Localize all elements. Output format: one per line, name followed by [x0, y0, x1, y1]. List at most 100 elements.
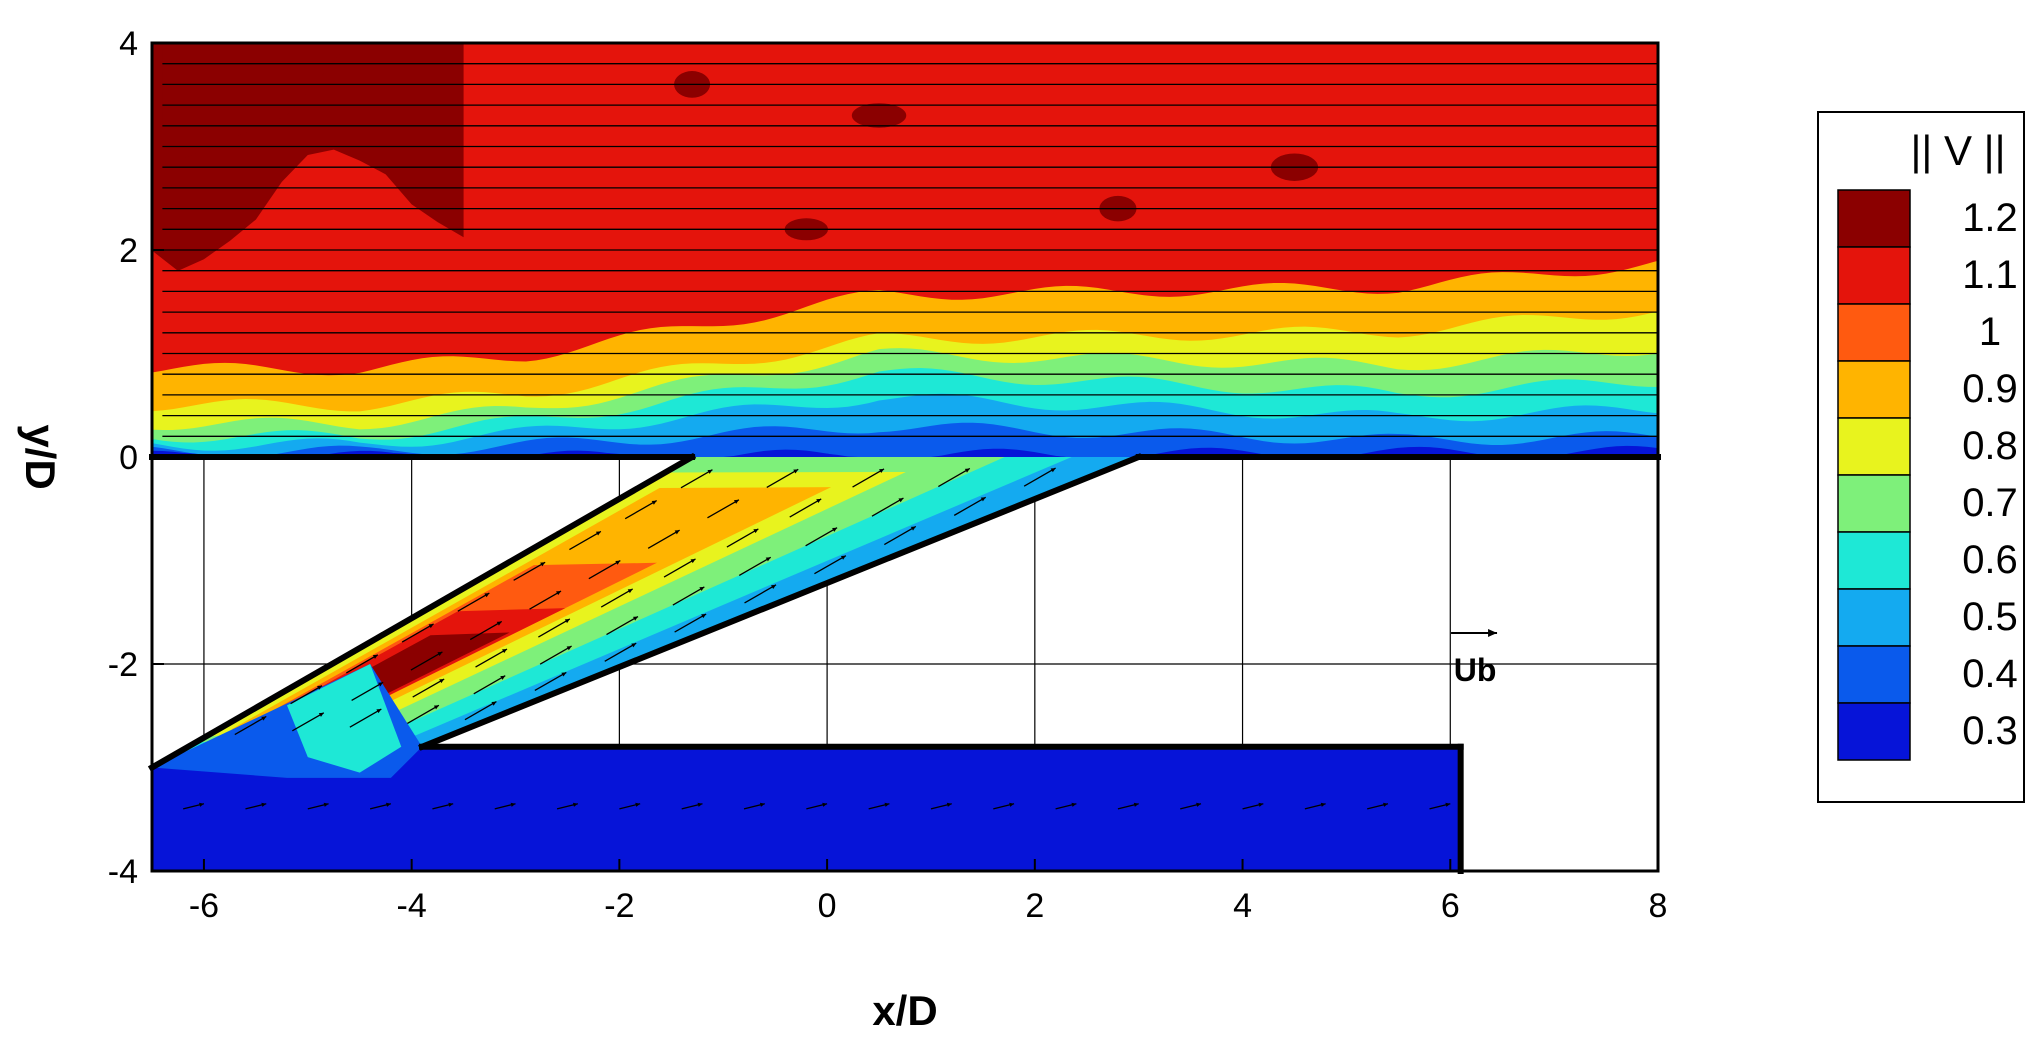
- vector-plenum-head: [759, 802, 765, 807]
- colorbar-legend: || V || 1.2 1.1 1 0.9 0.8 0.7 0.6 0.5 0.4 0.3: [1817, 111, 2025, 803]
- vector-hole-head: [631, 643, 637, 648]
- vector-plenum-head: [1445, 802, 1451, 807]
- colorbar-swatch: [1837, 588, 1911, 647]
- vector-hole-head: [500, 675, 506, 680]
- vector-hole: [529, 590, 562, 610]
- x-tick-label: -2: [604, 887, 634, 925]
- vector-hole: [457, 592, 490, 612]
- vector-hole-head: [318, 712, 324, 717]
- vector-hole-head: [433, 705, 439, 710]
- vector-plenum-head: [323, 802, 329, 807]
- vector-hole: [1023, 467, 1056, 487]
- vector-row-head: [1700, 289, 1705, 293]
- vector-plenum-head: [261, 802, 267, 807]
- vector-hole-head: [793, 469, 799, 474]
- field-band: [152, 422, 1658, 457]
- vector-hole: [680, 469, 713, 489]
- vector-plenum-head: [697, 802, 703, 807]
- vector-hole-head: [627, 588, 633, 594]
- y-tick-label: -4: [108, 853, 138, 891]
- vector-hole-head: [561, 672, 567, 677]
- vector-hole: [600, 588, 634, 608]
- vector-hole: [738, 556, 772, 576]
- x-axis-ticks: -6 -4 -2 0 2 4 6 8: [189, 859, 1668, 925]
- vector-plenum-head: [635, 802, 641, 807]
- vector-hole: [234, 715, 267, 736]
- vector-hole-head: [491, 701, 497, 706]
- vector-hole: [401, 623, 434, 643]
- vector-plenum-head: [572, 802, 578, 807]
- vector-hole-head: [566, 646, 572, 651]
- vector-hole: [647, 529, 680, 549]
- colorbar-label: 0.8: [1962, 424, 2018, 468]
- vector-hole: [672, 586, 705, 606]
- vector-row-head: [1700, 372, 1705, 376]
- vector-hole: [789, 498, 822, 518]
- colorbar-label: 1: [1979, 310, 2001, 354]
- vector-plenum-head: [448, 802, 454, 807]
- vector-hole: [569, 530, 602, 551]
- vector-row-head: [1700, 227, 1705, 231]
- colorbar-swatch: [1837, 189, 1911, 248]
- vector-hole-head: [261, 716, 267, 721]
- vector-row-head: [1700, 124, 1705, 128]
- vector-hole: [663, 558, 696, 578]
- vector-hole-head: [439, 679, 445, 684]
- vector-hole-head: [879, 468, 885, 474]
- vector-hole-head: [372, 654, 378, 659]
- vector-plenum-head: [1258, 802, 1264, 807]
- vector-hole: [513, 561, 546, 581]
- vector-hole: [852, 468, 885, 488]
- vector-hole: [410, 651, 443, 671]
- vector-plenum-head: [199, 802, 204, 807]
- field-patch: [851, 103, 907, 128]
- x-axis-title: x/D: [872, 987, 937, 1034]
- vector-hole: [534, 671, 567, 692]
- vector-hole-head: [502, 649, 508, 654]
- vector-plenum-head: [884, 802, 890, 807]
- vector-row-head: [1700, 103, 1705, 107]
- vector-hole-head: [615, 560, 621, 565]
- colorbar-label: 0.3: [1962, 709, 2018, 753]
- vector-hole: [291, 712, 325, 732]
- vector-hole-head: [376, 709, 382, 714]
- colorbar-swatch: [1837, 702, 1911, 761]
- x-tick-label: 8: [1649, 887, 1668, 925]
- vector-hole-head: [753, 528, 759, 534]
- vector-plenum-head: [1071, 802, 1077, 807]
- y-axis-ticks: -4 -2 0 2 4: [108, 25, 164, 891]
- vector-plenum-head: [385, 802, 391, 807]
- vector-hole: [707, 499, 740, 519]
- vector-hole-head: [595, 531, 601, 536]
- y-tick-label: -2: [108, 646, 138, 684]
- vector-hole: [744, 584, 777, 604]
- vector-hole: [473, 675, 506, 695]
- vector-row-head: [1700, 144, 1705, 148]
- y-axis-title: y/D: [17, 424, 64, 489]
- vector-hole-head: [771, 584, 777, 589]
- reference-vector-label: Ub: [1454, 652, 1497, 688]
- vector-hole: [412, 678, 445, 698]
- colorbar-label: 0.5: [1962, 595, 2018, 639]
- field-inlet-layer: [287, 664, 402, 773]
- vector-hole: [290, 685, 323, 705]
- geometry-walls: [147, 452, 1661, 874]
- vector-hole: [766, 468, 799, 488]
- x-tick-label: 2: [1025, 887, 1044, 925]
- vector-hole: [814, 555, 847, 575]
- colorbar-title: || V ||: [1911, 127, 2006, 174]
- y-tick-label: 4: [119, 25, 138, 63]
- vector-hole: [588, 560, 621, 580]
- vector-row-head: [1700, 393, 1705, 397]
- vector-hole-head: [428, 623, 434, 629]
- vector-hole: [674, 613, 707, 633]
- y-tick-label: 0: [119, 439, 138, 477]
- vector-hole-head: [496, 621, 502, 626]
- vector-hole-head: [816, 498, 822, 504]
- vector-row-head: [1700, 186, 1705, 190]
- x-tick-label: 4: [1233, 887, 1252, 925]
- vector-hole: [464, 701, 497, 721]
- vector-hole-head: [437, 651, 443, 657]
- wall-hole_downstream_wall: [418, 453, 1143, 751]
